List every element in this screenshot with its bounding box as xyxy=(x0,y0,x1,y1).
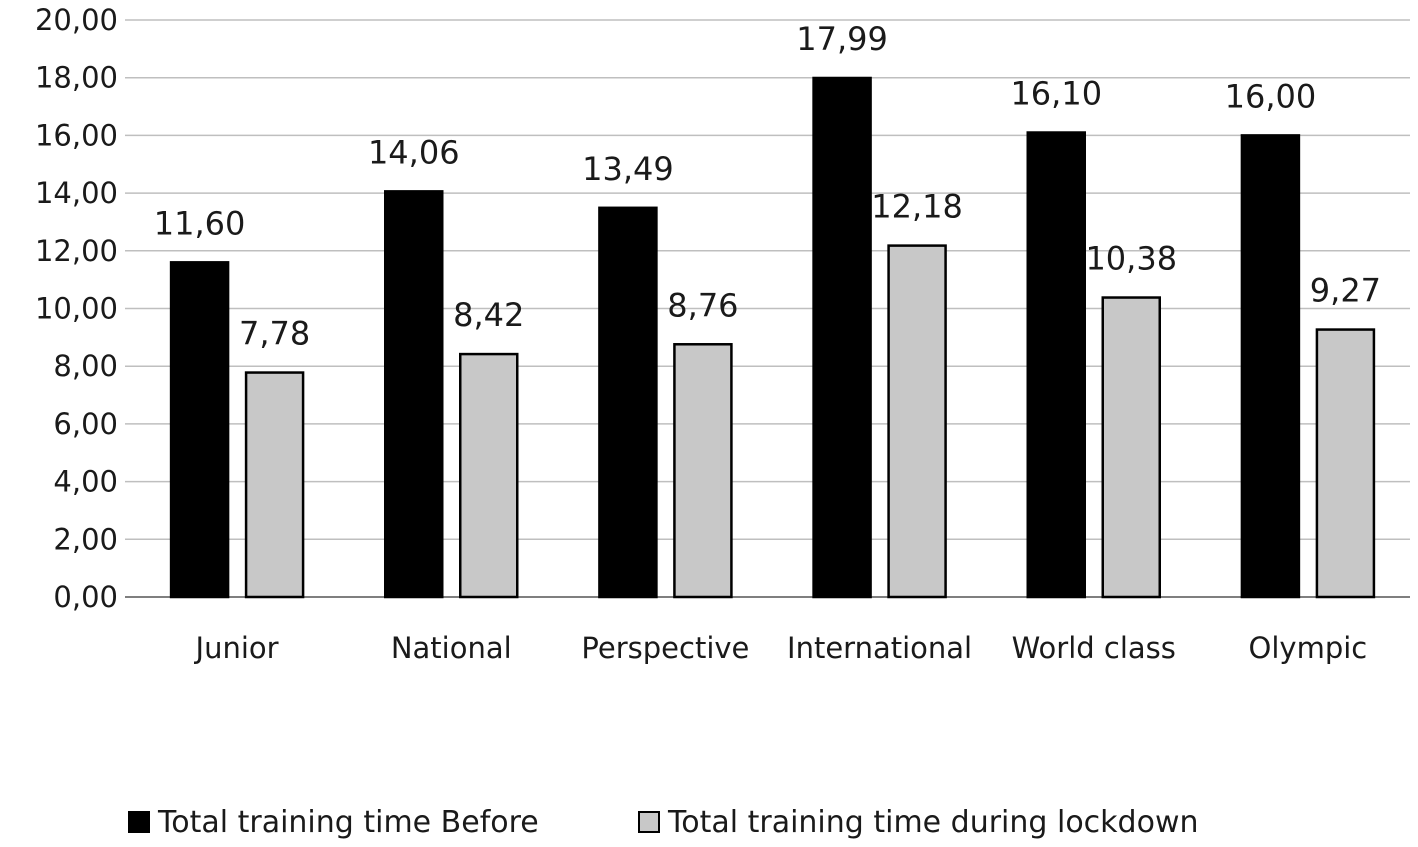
bar-during xyxy=(459,352,519,599)
bar-during xyxy=(244,371,305,599)
x-category-label: Junior xyxy=(194,631,279,665)
y-tick-label: 4,00 xyxy=(53,465,118,499)
y-tick-label: 18,00 xyxy=(35,61,118,95)
bar-before xyxy=(812,76,872,599)
legend-item-during: Total training time during lockdown xyxy=(638,800,1199,844)
legend: Total training time Before Total trainin… xyxy=(0,800,1418,844)
y-tick-label: 20,00 xyxy=(35,3,118,37)
data-label-before: 16,00 xyxy=(1225,77,1317,115)
data-label-during: 10,38 xyxy=(1085,240,1177,278)
legend-item-before: Total training time Before xyxy=(128,800,539,844)
data-label-during: 8,42 xyxy=(453,296,524,334)
y-tick-label: 6,00 xyxy=(53,407,118,441)
y-tick-label: 16,00 xyxy=(35,118,118,152)
data-label-before: 17,99 xyxy=(796,20,888,58)
x-category-label: International xyxy=(787,631,972,665)
legend-swatch-before xyxy=(128,811,150,833)
bar-during xyxy=(887,244,947,599)
data-label-during: 12,18 xyxy=(871,188,963,226)
data-label-before: 13,49 xyxy=(582,150,674,188)
legend-label-before: Total training time Before xyxy=(158,804,539,840)
gridlines xyxy=(125,19,1410,598)
bar-chart: 0,00 2,00 4,00 6,00 8,00 10,00 12,00 14,00 16,00… xyxy=(35,3,1410,665)
y-axis-ticks: 0,00 2,00 4,00 6,00 8,00 10,00 12,00 14,00 16,00… xyxy=(35,3,118,614)
legend-label-during: Total training time during lockdown xyxy=(668,804,1199,840)
data-label-during: 7,78 xyxy=(239,315,310,353)
y-tick-label: 2,00 xyxy=(53,522,118,556)
data-labels: 11,60 7,78 14,06 8,42 13,49 8,76 17,99 12,18 16,… xyxy=(154,20,1381,353)
x-axis-categories: Junior National Perspective International Wo… xyxy=(194,631,1368,665)
x-category-label: Olympic xyxy=(1249,631,1368,665)
bar-before xyxy=(598,206,658,599)
bars xyxy=(169,76,1376,599)
y-tick-label: 8,00 xyxy=(53,349,118,383)
data-label-before: 14,06 xyxy=(368,133,460,171)
x-category-label: World class xyxy=(1012,631,1176,665)
bar-during xyxy=(1315,328,1376,599)
bar-during xyxy=(673,343,733,599)
y-tick-label: 0,00 xyxy=(53,580,118,614)
data-label-during: 8,76 xyxy=(667,286,738,324)
legend-swatch-during xyxy=(638,811,660,833)
data-label-before: 11,60 xyxy=(154,204,246,242)
x-category-label: Perspective xyxy=(581,631,749,665)
bar-before xyxy=(1240,134,1301,599)
data-label-before: 16,10 xyxy=(1010,75,1102,113)
y-tick-label: 10,00 xyxy=(35,292,118,326)
data-label-during: 9,27 xyxy=(1310,272,1381,310)
bar-before xyxy=(169,261,230,599)
y-tick-label: 12,00 xyxy=(35,234,118,268)
bar-during xyxy=(1101,296,1161,599)
bar-before xyxy=(384,190,444,599)
bar-before xyxy=(1026,131,1086,599)
y-tick-label: 14,00 xyxy=(35,176,118,210)
x-category-label: National xyxy=(391,631,512,665)
